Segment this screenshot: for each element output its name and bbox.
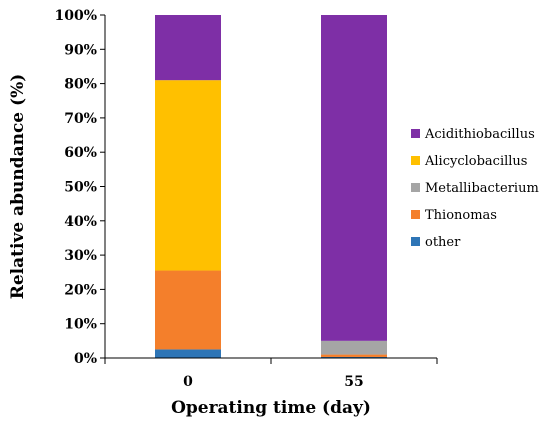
legend-swatch-thionomas [411,210,420,219]
legend-label-metallibacterium: Metallibacterium [425,181,539,196]
y-tick-label: 10% [64,317,97,333]
legend-swatch-alicyclobacillus [411,156,420,165]
legend-swatch-other [411,237,420,246]
y-tick-labels: 0% 10% 20% 30% 40% 50% 60% 70% 80% 90% 100% [54,8,97,367]
x-tick-labels: 0 55 [183,374,364,390]
legend-label-acidithiobacillus: Acidithiobacillus [424,127,535,142]
bar-segment-metallibacterium-55 [321,340,387,355]
legend-label-alicyclobacillus: Alicyclobacillus [424,154,527,169]
bar-segment-other-55 [321,356,387,358]
y-tick-label: 40% [64,214,97,230]
y-tick-label: 70% [64,111,97,127]
legend-label-other: other [425,235,461,250]
y-tick-label: 50% [64,180,97,196]
bar-segment-thionomas-0 [155,270,221,350]
y-axis-title: Relative abundance (%) [8,74,28,300]
legend-swatch-metallibacterium [411,183,420,192]
x-tick-label: 0 [183,374,193,390]
bar-segment-acidithiobacillus-55 [321,15,387,341]
y-tick-label: 30% [64,248,97,264]
x-axis-title: Operating time (day) [171,398,371,418]
x-tick-label: 55 [344,374,363,390]
bar-segment-thionomas-55 [321,354,387,357]
legend: Acidithiobacillus Alicyclobacillus Metalli… [411,127,539,250]
y-tick-label: 100% [54,8,97,24]
y-tick-label: 90% [64,42,97,58]
bar-segment-other-0 [155,349,221,358]
bars-group [155,15,387,358]
axes-group [100,14,438,364]
y-tick-label: 60% [64,145,97,161]
bar-segment-alicyclobacillus-0 [155,80,221,271]
y-tick-label: 80% [64,77,97,93]
legend-label-thionomas: Thionomas [425,208,497,223]
bar-segment-acidithiobacillus-0 [155,15,221,81]
y-tick-label: 0% [74,351,97,367]
y-tick-label: 20% [64,282,97,298]
legend-swatch-acidithiobacillus [411,129,420,138]
